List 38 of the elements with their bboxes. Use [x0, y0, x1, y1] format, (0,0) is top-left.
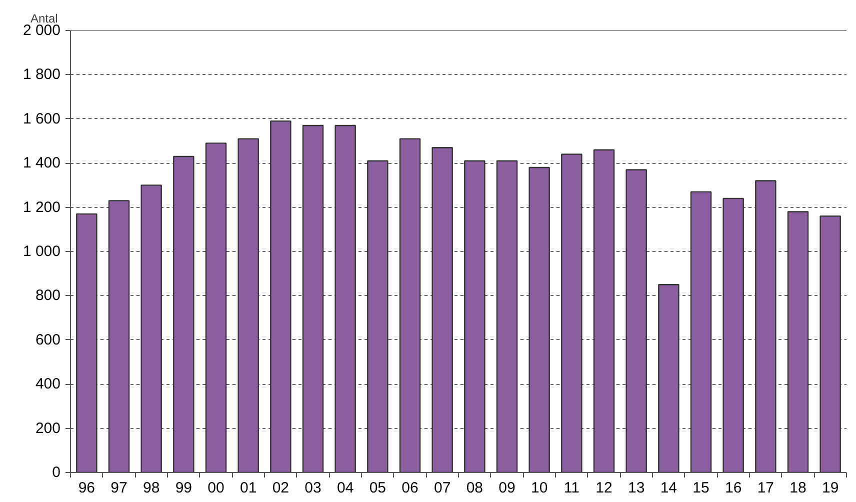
- y-tick-label: 600: [35, 331, 61, 348]
- x-tick-label: 19: [822, 480, 839, 496]
- y-tick-label: 800: [35, 287, 61, 304]
- x-tick-label: 18: [790, 480, 806, 496]
- x-tick-label: 10: [530, 480, 548, 496]
- x-tick-label: 98: [142, 480, 160, 496]
- x-tick-label: 09: [498, 480, 516, 496]
- y-tick-label: 1 000: [22, 243, 61, 260]
- y-tick-label: 400: [35, 376, 61, 393]
- x-tick-label: 96: [78, 480, 96, 496]
- x-tick-label: 00: [208, 480, 224, 496]
- x-tick-label: 11: [564, 480, 580, 496]
- y-tick-label: 1 800: [22, 66, 61, 84]
- x-tick-label: 01: [240, 480, 257, 496]
- bar: [334, 124, 356, 472]
- x-tick-label: 99: [175, 480, 192, 496]
- x-tick-label: 06: [402, 480, 418, 496]
- x-tick-label: 97: [110, 480, 128, 496]
- y-tick-label: 1 200: [22, 198, 61, 216]
- x-tick-label: 12: [596, 480, 612, 496]
- x-tick-label: 08: [466, 480, 484, 496]
- y-tick-label: 1 600: [22, 110, 61, 128]
- x-tick-label: 05: [369, 480, 386, 496]
- bar: [658, 284, 680, 472]
- x-tick-label: 17: [757, 480, 774, 496]
- y-tick-label: 0: [52, 464, 60, 481]
- x-tick-label: 07: [434, 480, 451, 496]
- x-tick-label: 03: [304, 480, 322, 496]
- x-tick-label: 13: [628, 480, 645, 496]
- bar: [496, 160, 518, 472]
- x-tick-label: 02: [272, 480, 290, 496]
- x-tick-label: 16: [724, 480, 742, 496]
- x-tick-label: 14: [660, 480, 678, 496]
- bar: [76, 213, 98, 472]
- y-tick-label: 1 400: [22, 154, 61, 172]
- y-tick-label: 200: [35, 420, 61, 437]
- x-tick-label: 15: [692, 480, 710, 496]
- x-tick-label: 04: [336, 480, 354, 496]
